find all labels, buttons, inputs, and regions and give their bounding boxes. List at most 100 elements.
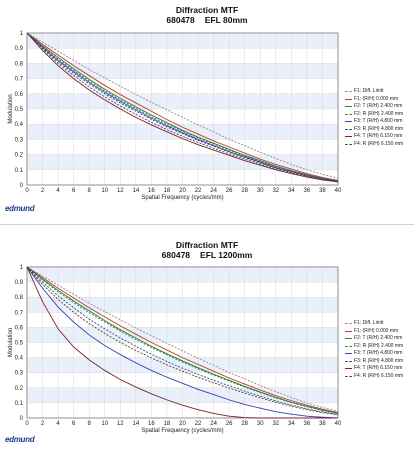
legend-entry: F2: T (R/H) 2.400 mm bbox=[345, 103, 403, 111]
legend-entry: F3: R (R/H) 4.800 mm bbox=[345, 358, 403, 366]
series-line bbox=[26, 266, 339, 414]
x-tick-label: 36 bbox=[304, 188, 311, 194]
legend-label: F2: T (R/H) 2.400 mm bbox=[354, 335, 403, 341]
legend-label: F3: R (R/H) 4.800 mm bbox=[354, 357, 404, 364]
x-tick-label: 22 bbox=[195, 421, 202, 427]
chart-subtitle-efl: EFL 1200mm bbox=[200, 250, 253, 260]
legend-entry: F3: R (R/H) 4.800 mm bbox=[345, 126, 403, 134]
y-tick-label: 0.8 bbox=[15, 295, 24, 301]
x-tick-label: 22 bbox=[195, 188, 202, 194]
series-line bbox=[26, 266, 338, 419]
legend-swatch bbox=[345, 345, 352, 347]
series-line bbox=[26, 266, 339, 416]
legend-label: F2: R (R/H) 2.400 mm bbox=[354, 342, 404, 349]
legend-entry: F4: T (R/H) 6.150 mm bbox=[345, 365, 403, 373]
legend-entry: F2: R (R/H) 2.400 mm bbox=[345, 343, 403, 351]
y-tick-label: 0.5 bbox=[15, 107, 24, 113]
x-tick-label: 12 bbox=[117, 421, 124, 427]
x-tick-label: 2 bbox=[41, 188, 45, 194]
legend-label: F1: Diff. Limit bbox=[354, 320, 384, 326]
mtf-plot-top: 0 2 4 6 8 10 12 14 16 18 20 22 24 26 28 30 32 34 36 38 4000.… bbox=[8, 31, 342, 201]
x-tick-label: 16 bbox=[148, 188, 155, 194]
y-tick-label: 0.6 bbox=[15, 92, 24, 98]
legend-entry: F1: (R/H) 0.000 mm bbox=[345, 328, 403, 336]
chart-title-block: Diffraction MTF 680478 EFL 80mm bbox=[0, 5, 414, 25]
y-tick-label: 0.2 bbox=[15, 386, 24, 392]
series-line bbox=[26, 32, 339, 182]
y-tick-label: 0.3 bbox=[15, 371, 24, 377]
legend-swatch bbox=[345, 106, 352, 108]
legend-swatch bbox=[345, 323, 352, 325]
x-tick-label: 8 bbox=[88, 421, 92, 427]
legend-swatch bbox=[345, 98, 352, 100]
chart-subtitle-efl: EFL 80mm bbox=[204, 15, 248, 25]
plot-frame bbox=[26, 266, 339, 419]
y-axis-label: Modulation bbox=[8, 94, 14, 123]
y-tick-label: 0.6 bbox=[15, 325, 24, 331]
series-line bbox=[26, 32, 339, 182]
legend-swatch bbox=[345, 113, 352, 115]
legend-swatch bbox=[345, 128, 352, 130]
x-tick-label: 34 bbox=[288, 188, 295, 194]
legend-entry: F4: R (R/H) 6.150 mm bbox=[345, 141, 403, 149]
y-tick-label: 0.9 bbox=[15, 280, 24, 286]
y-tick-label: 0.4 bbox=[15, 122, 24, 128]
x-tick-label: 34 bbox=[288, 421, 295, 427]
x-tick-label: 6 bbox=[72, 421, 76, 427]
legend-entry: F4: T (R/H) 6.150 mm bbox=[345, 133, 403, 141]
series-line bbox=[26, 32, 339, 183]
x-tick-label: 10 bbox=[101, 188, 108, 194]
legend-entry: F4: R (R/H) 6.150 mm bbox=[345, 373, 403, 381]
y-tick-label: 0.1 bbox=[15, 168, 24, 174]
chart-subtitle-id: 680478 bbox=[161, 250, 191, 260]
x-tick-label: 40 bbox=[335, 188, 342, 194]
legend-swatch bbox=[345, 143, 352, 145]
legend-swatch bbox=[345, 121, 352, 123]
legend-label: F4: T (R/H) 6.150 mm bbox=[354, 133, 403, 139]
legend-swatch bbox=[345, 360, 352, 362]
legend-label: F4: R (R/H) 6.150 mm bbox=[354, 372, 404, 379]
legend-swatch bbox=[345, 91, 352, 93]
x-tick-label: 32 bbox=[272, 421, 279, 427]
x-tick-label: 24 bbox=[210, 188, 217, 194]
x-tick-label: 26 bbox=[226, 188, 233, 194]
series-line bbox=[26, 32, 339, 183]
x-tick-label: 36 bbox=[304, 421, 311, 427]
chart-title-block: Diffraction MTF 680478 EFL 1200mm bbox=[0, 240, 414, 260]
x-axis-label: Spatial Frequency (cycles/mm) bbox=[141, 428, 223, 434]
x-tick-label: 8 bbox=[88, 188, 92, 194]
x-tick-label: 2 bbox=[41, 421, 45, 427]
chart-subtitle: 680478 EFL 80mm bbox=[0, 15, 414, 25]
y-tick-label: 1 bbox=[20, 31, 24, 37]
x-tick-label: 30 bbox=[257, 188, 264, 194]
x-tick-label: 14 bbox=[133, 421, 140, 427]
x-tick-label: 16 bbox=[148, 421, 155, 427]
legend-swatch bbox=[345, 375, 352, 377]
series-line bbox=[26, 266, 339, 419]
brand-logo: edmund bbox=[5, 204, 35, 213]
y-tick-label: 0.4 bbox=[15, 356, 24, 362]
series-line bbox=[26, 32, 339, 182]
plot-frame bbox=[26, 32, 339, 186]
legend-entry: F1: (R/H) 0.000 mm bbox=[345, 96, 403, 104]
legend-label: F4: T (R/H) 6.150 mm bbox=[354, 365, 403, 371]
legend-entry: F2: T (R/H) 2.400 mm bbox=[345, 335, 403, 343]
x-tick-label: 0 bbox=[25, 188, 29, 194]
legend-swatch bbox=[345, 368, 352, 370]
legend-entry: F3: T (R/H) 4.800 mm bbox=[345, 350, 403, 358]
x-tick-label: 4 bbox=[56, 188, 60, 194]
series-line bbox=[26, 266, 339, 412]
chart-legend-top: F1: Diff. Limit F1: (R/H) 0.000 mm F2: T (… bbox=[345, 88, 403, 148]
legend-label: F3: T (R/H) 4.800 mm bbox=[354, 350, 403, 356]
mtf-chart-bottom: Diffraction MTF 680478 EFL 1200mm 0 2 4 6 8 10… bbox=[0, 225, 414, 450]
x-tick-label: 38 bbox=[319, 188, 326, 194]
legend-label: F1: Diff. Limit bbox=[354, 88, 384, 94]
series-line bbox=[26, 32, 339, 181]
x-tick-label: 40 bbox=[335, 421, 342, 427]
legend-swatch bbox=[345, 136, 352, 138]
x-tick-label: 32 bbox=[272, 188, 279, 194]
x-tick-label: 30 bbox=[257, 421, 264, 427]
y-tick-label: 0.9 bbox=[15, 46, 24, 52]
x-tick-label: 4 bbox=[56, 421, 60, 427]
legend-swatch bbox=[345, 338, 352, 340]
